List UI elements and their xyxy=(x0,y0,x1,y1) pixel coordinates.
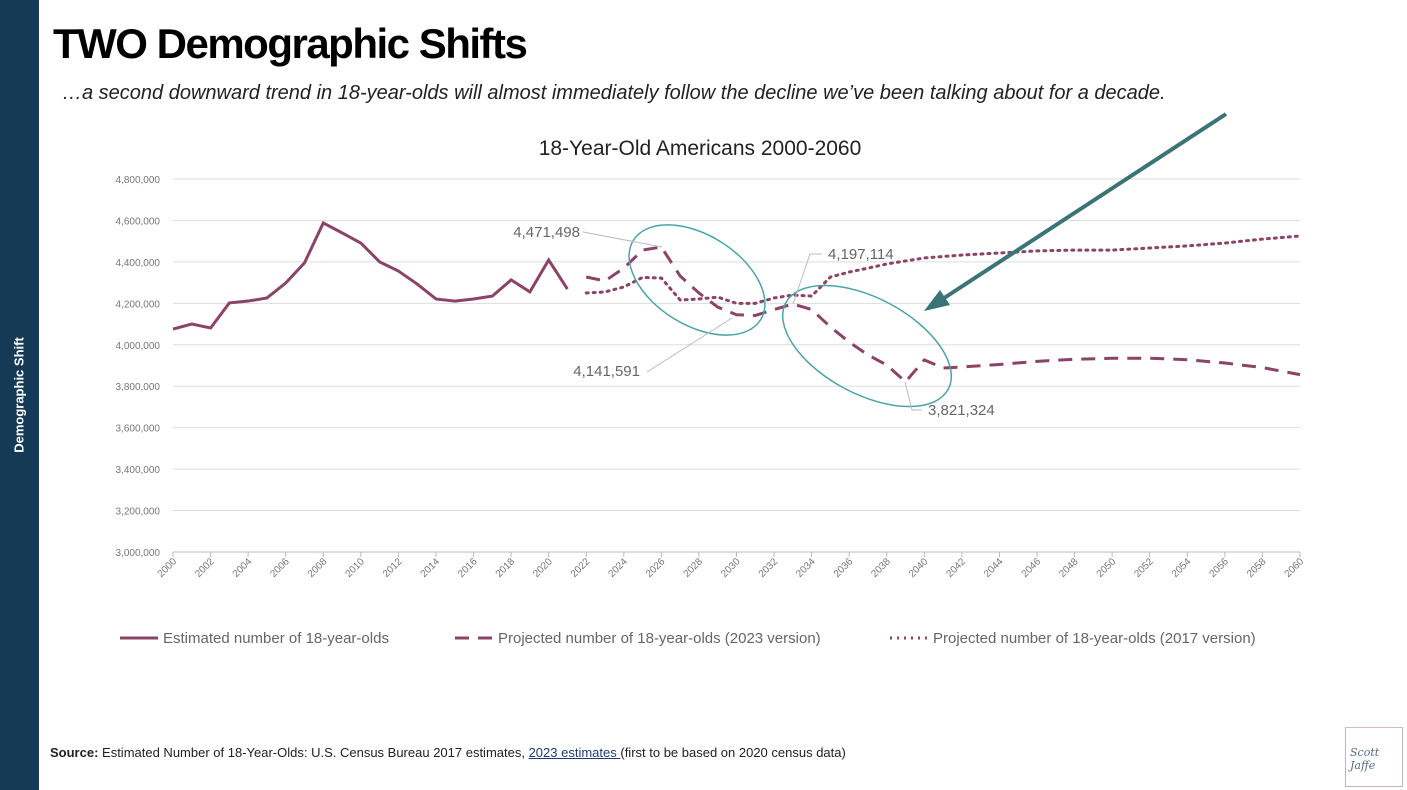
data-label: 4,141,591 xyxy=(573,363,640,380)
x-tick-label: 2038 xyxy=(869,556,893,580)
x-tick-label: 2012 xyxy=(381,556,405,580)
source-link[interactable]: 2023 estimates xyxy=(528,745,621,760)
y-tick-label: 4,400,000 xyxy=(116,258,161,269)
page-title: TWO Demographic Shifts xyxy=(53,20,528,67)
x-tick-label: 2024 xyxy=(606,556,630,580)
y-tick-label: 4,200,000 xyxy=(116,299,161,310)
x-tick-label: 2010 xyxy=(343,556,367,580)
x-tick-label: 2032 xyxy=(757,556,781,580)
page-subtitle: …a second downward trend in 18-year-olds… xyxy=(62,82,1166,104)
data-label: 4,197,114 xyxy=(828,246,894,263)
x-tick-label: 2042 xyxy=(945,556,969,580)
x-tick-label: 2044 xyxy=(982,556,1006,580)
y-tick-label: 3,600,000 xyxy=(116,424,161,435)
source-tail: (first to be based on 2020 census data) xyxy=(620,745,846,760)
x-tick-label: 2054 xyxy=(1170,556,1194,580)
x-tick-label: 2006 xyxy=(268,556,292,580)
x-tick-label: 2056 xyxy=(1207,556,1231,580)
x-tick-label: 2058 xyxy=(1245,556,1269,580)
series-line-3 xyxy=(584,234,1302,305)
y-tick-label: 4,000,000 xyxy=(116,341,161,352)
arrow-head xyxy=(924,290,950,311)
sidebar: Demographic Shift xyxy=(0,0,39,790)
legend-label: Estimated number of 18-year-olds xyxy=(163,630,389,647)
x-tick-label: 2036 xyxy=(832,556,856,580)
highlight-ellipse xyxy=(781,284,953,408)
x-tick-label: 2000 xyxy=(156,556,180,580)
y-tick-label: 3,400,000 xyxy=(116,465,161,476)
x-tick-label: 2028 xyxy=(682,556,706,580)
logo: Scott Jaffe xyxy=(1345,727,1403,787)
x-tick-label: 2050 xyxy=(1095,556,1119,580)
y-tick-label: 3,800,000 xyxy=(116,382,161,393)
y-tick-label: 3,200,000 xyxy=(116,507,161,518)
series-line-2 xyxy=(585,245,1301,384)
data-label: 4,471,498 xyxy=(513,224,580,241)
source-label: Source: xyxy=(50,745,99,760)
leader-line xyxy=(646,317,733,373)
x-tick-label: 2002 xyxy=(193,556,217,580)
y-tick-label: 3,000,000 xyxy=(116,548,161,559)
x-tick-label: 2014 xyxy=(419,556,443,580)
chart-title: 18-Year-Old Americans 2000-2060 xyxy=(539,137,862,160)
series-line-1 xyxy=(172,220,569,331)
x-tick-label: 2034 xyxy=(794,556,818,580)
x-tick-label: 2018 xyxy=(494,556,518,580)
x-tick-label: 2046 xyxy=(1020,556,1044,580)
source-note: Source: Estimated Number of 18-Year-Olds… xyxy=(50,745,846,760)
leader-line xyxy=(582,231,663,248)
legend-label: Projected number of 18-year-olds (2017 v… xyxy=(933,630,1256,647)
x-tick-label: 2060 xyxy=(1283,556,1307,580)
x-tick-label: 2016 xyxy=(456,556,480,580)
y-tick-label: 4,600,000 xyxy=(116,216,161,227)
data-label: 3,821,324 xyxy=(928,402,995,419)
x-tick-label: 2052 xyxy=(1132,556,1156,580)
x-tick-label: 2040 xyxy=(907,556,931,580)
x-tick-label: 2020 xyxy=(531,556,555,580)
y-tick-label: 4,800,000 xyxy=(116,175,161,186)
arrow-line xyxy=(933,112,1228,306)
x-tick-label: 2004 xyxy=(231,556,255,580)
highlight-ellipse xyxy=(628,224,766,336)
legend-label: Projected number of 18-year-olds (2023 v… xyxy=(498,630,821,647)
x-tick-label: 2030 xyxy=(719,556,743,580)
x-tick-label: 2026 xyxy=(644,556,668,580)
x-tick-label: 2008 xyxy=(306,556,330,580)
x-tick-label: 2048 xyxy=(1057,556,1081,580)
source-text: Estimated Number of 18-Year-Olds: U.S. C… xyxy=(98,745,529,760)
x-tick-label: 2022 xyxy=(569,556,593,580)
leader-line xyxy=(904,381,922,411)
leader-line xyxy=(792,253,822,305)
